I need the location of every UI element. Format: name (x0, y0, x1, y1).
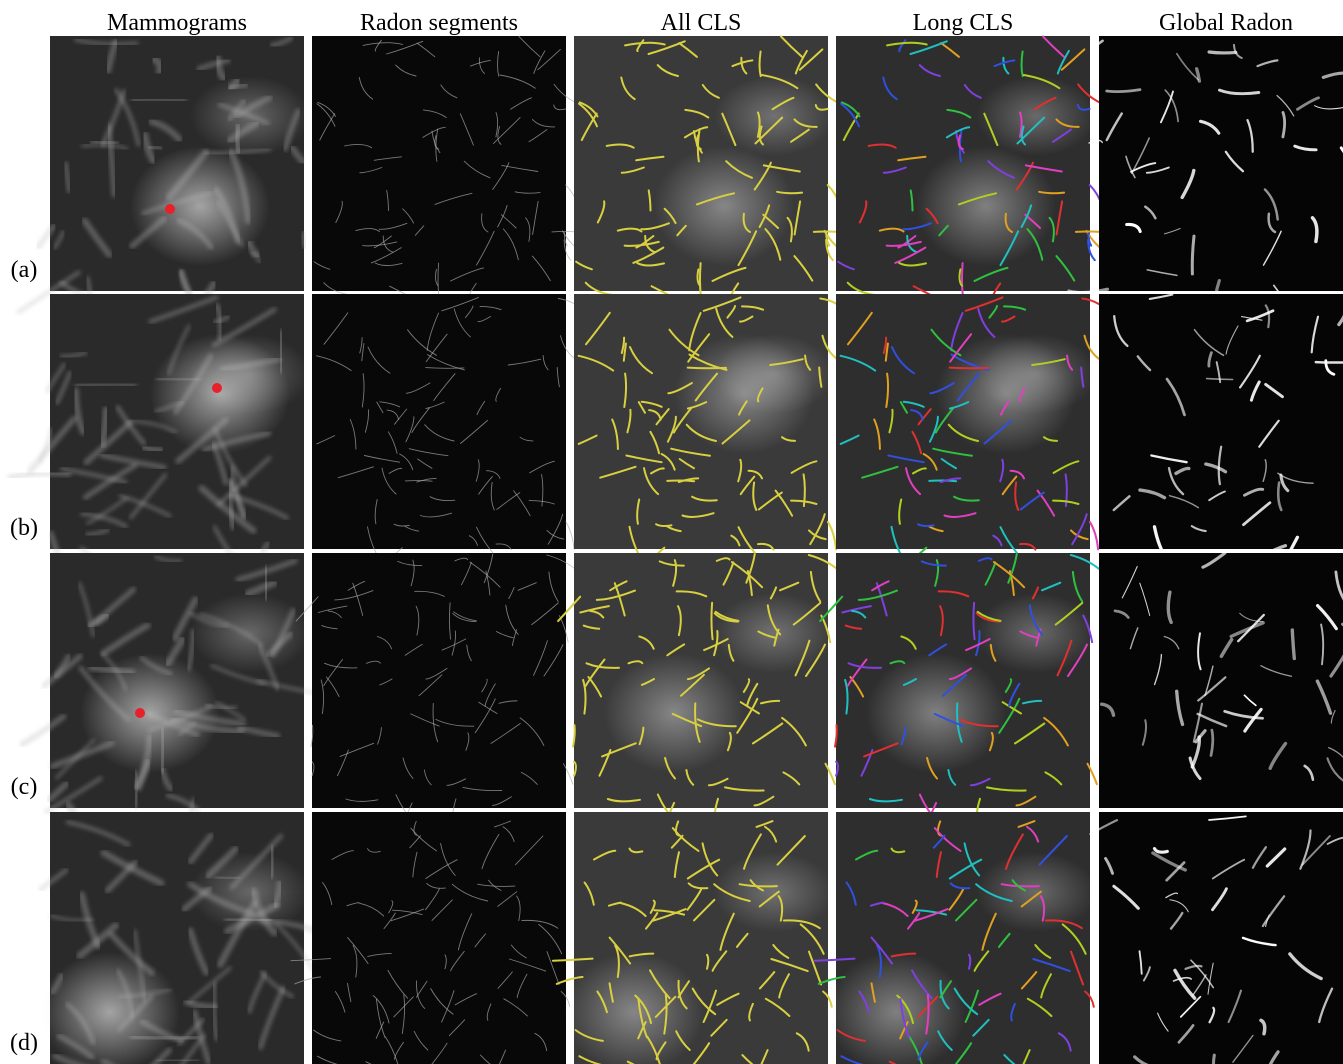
structure-line (835, 725, 837, 747)
structure-line (814, 231, 839, 232)
image-panel (1099, 294, 1343, 569)
structure-line (1207, 379, 1233, 380)
structure-line (1209, 52, 1236, 53)
panel-background (312, 36, 566, 291)
tissue-blob (190, 334, 310, 414)
structure-line (236, 127, 240, 152)
image-panel (1069, 36, 1343, 309)
image-panel (312, 294, 577, 568)
column-header: Global Radon (1159, 10, 1293, 36)
structure-line (158, 379, 200, 381)
column-header: Mammograms (107, 10, 247, 36)
tissue-blob (866, 653, 1006, 773)
panel-background (312, 294, 566, 549)
image-panel (820, 553, 1102, 835)
image-panel (312, 36, 585, 303)
image-panel (296, 553, 578, 835)
panel-background (1099, 294, 1343, 549)
row-label: (b) (10, 515, 38, 541)
structure-line (711, 603, 712, 639)
row-label: (d) (10, 1030, 38, 1056)
structure-line (700, 263, 701, 298)
tissue-blob (916, 146, 1056, 266)
structure-line (973, 603, 974, 639)
image-panel (22, 553, 321, 852)
structure-line (962, 263, 963, 298)
column-header: All CLS (661, 10, 742, 36)
panel-background (312, 553, 566, 808)
image-panel (836, 294, 1101, 568)
tissue-blob (714, 334, 834, 414)
panel-background (1099, 36, 1343, 291)
tissue-blob (654, 146, 794, 266)
image-panel (1090, 812, 1343, 1064)
tissue-blob (714, 76, 834, 156)
lesion-marker (212, 383, 222, 393)
image-panel (291, 812, 570, 1064)
lesion-marker (165, 204, 175, 214)
structure-line (552, 231, 577, 232)
image-panel (553, 812, 834, 1064)
image-panel (815, 812, 1096, 1064)
structure-line (272, 847, 273, 876)
image-panel (574, 36, 847, 303)
structure-line (1213, 1055, 1214, 1064)
image-panel (558, 553, 840, 835)
tissue-blob (976, 334, 1096, 414)
column-header: Long CLS (913, 10, 1014, 36)
structure-line (1090, 522, 1098, 550)
structure-line (688, 368, 726, 369)
structure-line (216, 877, 239, 879)
panel-background (312, 812, 566, 1064)
tissue-blob (604, 653, 744, 773)
lesion-marker (135, 708, 145, 718)
structure-line (76, 384, 135, 386)
structure-line (573, 725, 575, 747)
structure-line (1022, 52, 1023, 77)
structure-line (1292, 630, 1294, 659)
image-panel (1099, 553, 1343, 808)
image-panel (836, 36, 1109, 303)
structure-line (132, 1037, 196, 1040)
figure: Mammograms Radon segments All CLS Long CLS G… (0, 0, 1343, 1064)
structure-line (302, 233, 305, 248)
structure-line (158, 1060, 198, 1061)
structure-line (133, 99, 185, 100)
structure-line (950, 368, 988, 369)
structure-line (760, 52, 761, 77)
structure-line (149, 147, 161, 149)
image-panel (574, 294, 839, 568)
structure-line (144, 447, 161, 450)
image-panel (40, 812, 324, 1064)
structure-line (1192, 236, 1194, 274)
structure-line (828, 522, 836, 550)
structure-line (161, 730, 163, 771)
tissue-blob (976, 76, 1096, 156)
row-label: (c) (11, 774, 38, 800)
row-label: (a) (11, 257, 38, 283)
column-header: Radon segments (360, 10, 518, 36)
structure-line (566, 522, 574, 550)
structure-line (1076, 231, 1101, 232)
structure-line (280, 332, 281, 370)
